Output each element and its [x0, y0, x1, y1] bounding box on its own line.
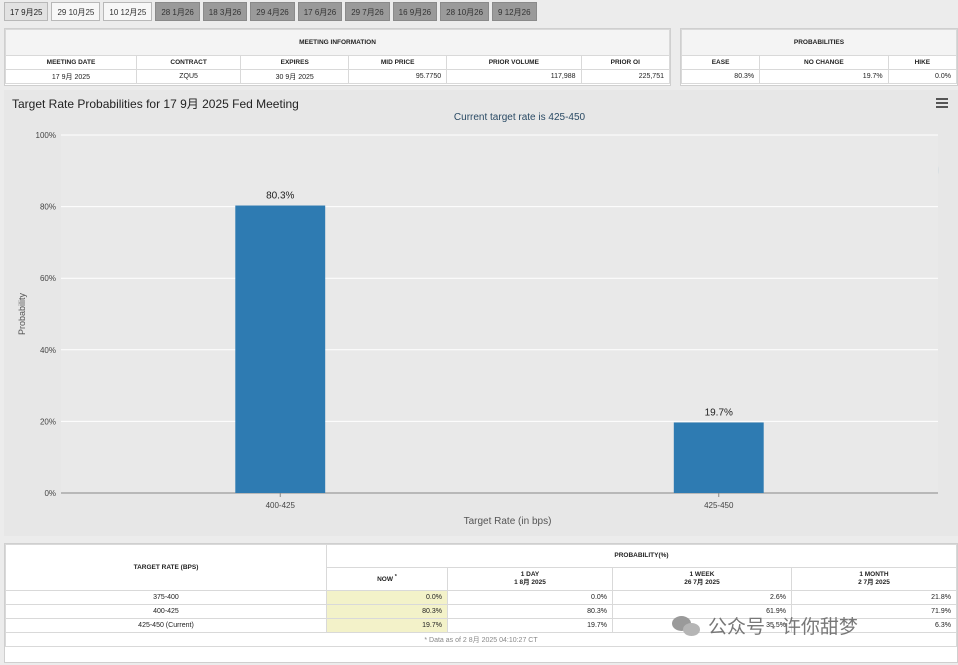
meeting-info-panel: MEETING INFORMATION MEETING DATE CONTRAC…: [4, 28, 671, 86]
x-tick-label: 400-425: [266, 501, 296, 510]
header-1-week-label: 1 WEEK: [689, 571, 715, 578]
header-prior-oi: PRIOR OI: [580, 55, 671, 70]
y-tick-label: 80%: [40, 203, 56, 212]
tab-meeting[interactable]: 16 9月26: [392, 2, 438, 21]
data-label: 19.7%: [705, 407, 733, 418]
header-1-day-date: 1 8月 2025: [514, 579, 546, 586]
probabilities-panel: PROBABILITIES EASE NO CHANGE HIKE 80.3% …: [680, 28, 958, 86]
header-1-month-label: 1 MONTH: [859, 571, 889, 578]
probabilities-title: PROBABILITIES: [681, 29, 957, 56]
header-prior-volume: PRIOR VOLUME: [446, 55, 582, 70]
header-1-month: 1 MONTH 2 7月 2025: [790, 567, 958, 591]
mid-price-value: 95.7750: [348, 69, 448, 84]
y-axis-label: Probability: [17, 292, 27, 335]
tab-meeting[interactable]: 10 12月25: [103, 2, 153, 21]
footnote: * Data as of 2 8月 2025 04:10:27 CT: [5, 632, 957, 647]
rate-cell: 375-400: [5, 590, 327, 605]
header-target-rate: TARGET RATE (BPS): [5, 544, 327, 591]
header-1-day-label: 1 DAY: [520, 571, 540, 578]
tab-meeting[interactable]: 28 10月26: [440, 2, 490, 21]
header-1-day: 1 DAY 1 8月 2025: [446, 567, 614, 591]
contract-value: ZQU5: [135, 69, 242, 84]
meeting-tabs: 17 9月25 29 10月25 10 12月25 28 1月26 18 3月2…: [4, 2, 537, 21]
rate-cell: 425-450 (Current): [5, 618, 327, 633]
header-expires: EXPIRES: [240, 55, 350, 70]
tab-meeting[interactable]: 9 12月26: [492, 2, 537, 21]
ease-value: 80.3%: [680, 69, 761, 84]
meeting-date-value: 17 9月 2025: [5, 69, 137, 84]
day-cell: 0.0%: [446, 590, 614, 605]
bar: [235, 205, 326, 493]
week-cell: 2.6%: [612, 590, 792, 605]
table-row: 375-400 0.0% 0.0% 2.6% 21.8%: [5, 590, 958, 605]
bar-chart: Current target rate is 425-450 0% 20% 40% 60…: [17, 112, 938, 527]
month-cell: 21.8%: [790, 590, 958, 605]
hamburger-menu-icon[interactable]: [936, 98, 948, 108]
y-tick-label: 60%: [40, 274, 56, 283]
header-1-month-date: 2 7月 2025: [858, 579, 890, 586]
day-cell: 80.3%: [446, 604, 614, 619]
hike-value: 0.0%: [887, 69, 958, 84]
header-1-week: 1 WEEK 26 7月 2025: [612, 567, 792, 591]
x-tick-label: 425-450: [704, 501, 734, 510]
now-cell: 0.0%: [326, 590, 448, 605]
header-ease: EASE: [680, 55, 761, 70]
header-mid-price: MID PRICE: [348, 55, 448, 70]
y-tick-label: 100%: [36, 131, 56, 140]
header-probability: PROBABILITY(%): [326, 544, 957, 568]
tab-meeting[interactable]: 28 1月26: [155, 2, 200, 21]
header-hike: HIKE: [887, 55, 958, 70]
day-cell: 19.7%: [446, 618, 614, 633]
x-axis-label: Target Rate (in bps): [464, 516, 552, 527]
prior-volume-value: 117,988: [446, 69, 582, 84]
tab-meeting[interactable]: 29 4月26: [250, 2, 295, 21]
chart-subtitle: Current target rate is 425-450: [454, 112, 586, 123]
chart-panel: Target Rate Probabilities for 17 9月 2025…: [4, 90, 958, 536]
social-watermark: 公众号 · 许你甜梦: [672, 612, 858, 639]
plot-area: [61, 135, 938, 493]
social-account-name: 公众号 · 许你甜梦: [708, 617, 858, 638]
tab-meeting[interactable]: 17 6月26: [297, 2, 343, 21]
footnote-marker: *: [394, 574, 397, 581]
meeting-info-title: MEETING INFORMATION: [5, 29, 670, 56]
probability-table: TARGET RATE (BPS) PROBABILITY(%) NOW * 1…: [4, 543, 958, 663]
now-cell: 19.7%: [326, 618, 448, 633]
expires-value: 30 9月 2025: [240, 69, 350, 84]
tab-meeting[interactable]: 29 7月26: [345, 2, 390, 21]
header-now-label: NOW: [377, 576, 393, 584]
rate-cell: 400-425: [5, 604, 327, 619]
chart-title: Target Rate Probabilities for 17 9月 2025…: [12, 97, 299, 111]
y-tick-label: 40%: [40, 346, 56, 355]
prior-oi-value: 225,751: [580, 69, 671, 84]
now-cell: 80.3%: [326, 604, 448, 619]
no-change-value: 19.7%: [759, 69, 889, 84]
tab-meeting[interactable]: 17 9月25: [4, 2, 49, 21]
tab-meeting[interactable]: 18 3月26: [202, 2, 248, 21]
header-meeting-date: MEETING DATE: [5, 55, 137, 70]
header-now: NOW *: [326, 567, 448, 591]
y-tick-label: 20%: [40, 417, 56, 426]
wechat-icon: [672, 614, 702, 638]
header-no-change: NO CHANGE: [759, 55, 889, 70]
bar: [673, 422, 764, 493]
data-label: 80.3%: [266, 191, 294, 202]
y-tick-label: 0%: [44, 489, 56, 498]
tab-meeting[interactable]: 29 10月25: [51, 2, 101, 21]
header-contract: CONTRACT: [135, 55, 242, 70]
header-1-week-date: 26 7月 2025: [684, 579, 720, 586]
